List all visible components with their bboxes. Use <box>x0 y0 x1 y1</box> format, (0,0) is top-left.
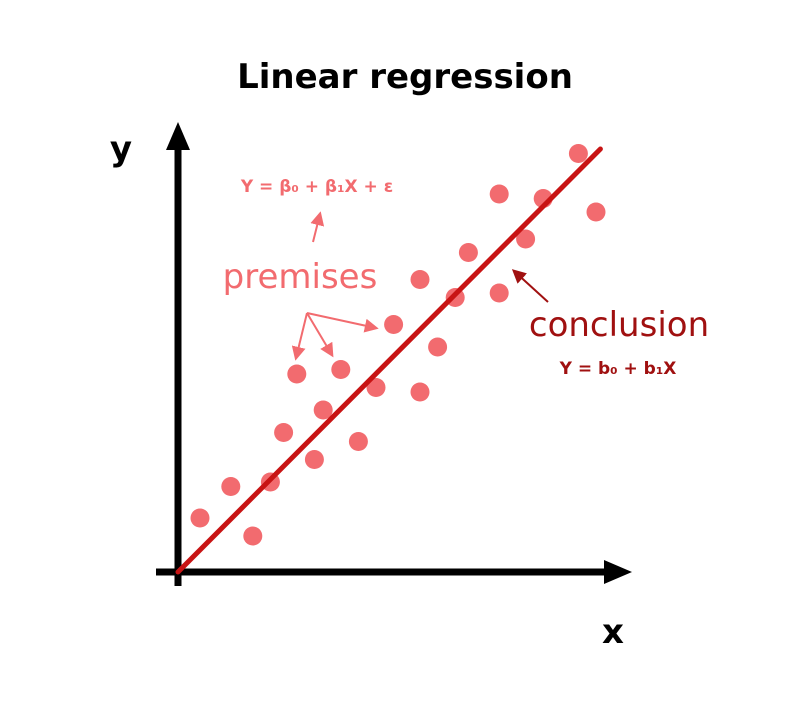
conclusion-arrow <box>511 269 549 303</box>
conclusion-label: conclusion <box>529 305 709 345</box>
axes <box>156 122 632 586</box>
data-point <box>568 144 588 163</box>
regression-fit <box>175 146 603 575</box>
data-point <box>489 184 509 204</box>
data-point <box>516 229 536 249</box>
formula-arrow <box>310 211 325 243</box>
data-point <box>458 243 478 262</box>
data-point <box>304 450 324 469</box>
data-point <box>410 270 430 289</box>
data-point <box>366 378 386 397</box>
y-axis-label: y <box>110 129 132 169</box>
data-point <box>243 526 263 546</box>
y-axis-arrowhead <box>166 122 190 150</box>
premises-arrow <box>291 312 308 361</box>
data-point <box>313 400 333 420</box>
data-point <box>287 364 307 384</box>
data-point <box>331 360 351 379</box>
premises-arrows <box>291 312 379 361</box>
regression-line <box>175 146 603 575</box>
premises-arrow <box>306 312 379 333</box>
data-point <box>489 283 509 303</box>
fit-formula: Y = b₀ + b₁X <box>559 359 677 379</box>
premises-arrow <box>306 312 334 358</box>
chart-title: Linear regression <box>237 57 573 97</box>
data-point <box>221 477 241 496</box>
data-point <box>586 202 606 222</box>
model-formula: Y = β₀ + β₁X + ε <box>240 177 393 197</box>
premises-label: premises <box>223 257 378 297</box>
x-axis-arrowhead <box>604 560 632 584</box>
data-point <box>348 432 368 451</box>
data-point <box>410 382 430 402</box>
data-point <box>384 315 404 334</box>
data-point <box>274 423 294 442</box>
data-point <box>190 508 210 528</box>
x-axis-label: x <box>602 612 624 652</box>
data-point <box>428 337 448 357</box>
